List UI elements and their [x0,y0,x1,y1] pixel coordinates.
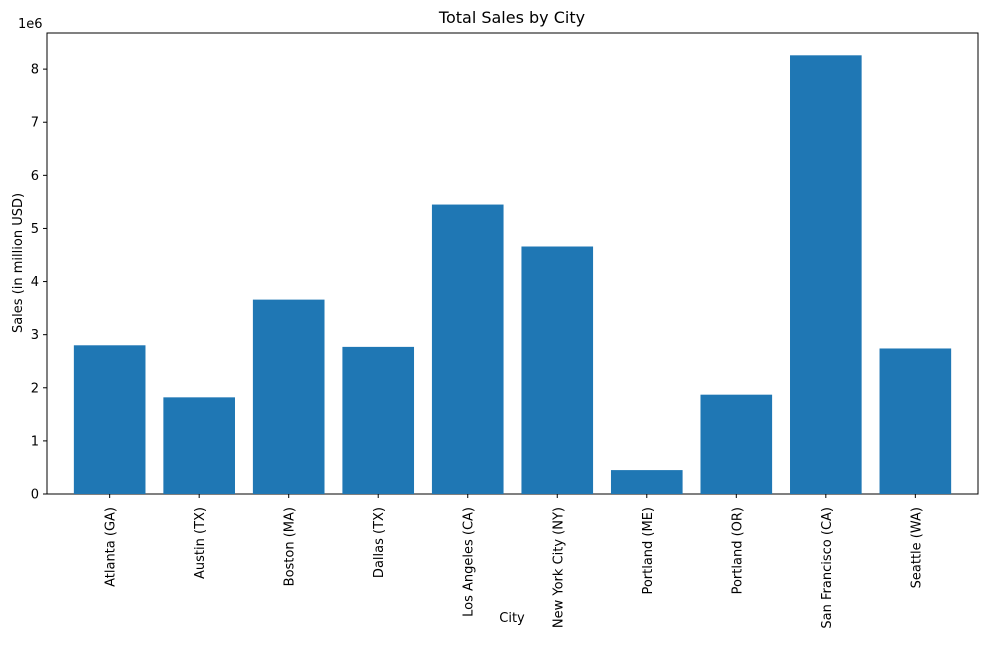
x-tick-label: San Francisco (CA) [820,507,835,629]
x-tick-label: Portland (OR) [730,507,745,594]
y-tick-label: 5 [31,222,39,237]
bar-new-york-city-ny [521,246,594,494]
bar-austin-tx [163,397,235,494]
x-tick-label: Seattle (WA) [909,507,924,588]
x-tick-label: Boston (MA) [283,507,298,586]
bar-boston-ma [252,299,325,494]
bar-atlanta-ga [73,345,146,494]
x-tick-label: Atlanta (GA) [104,507,119,587]
y-axis-offset-label: 1e6 [18,17,43,32]
plot-area-frame [46,32,979,495]
bar-dallas-tx [342,346,415,494]
bar-portland-me [610,470,683,494]
x-tick-label: Austin (TX) [193,507,208,579]
x-tick-label: New York City (NY) [551,507,566,628]
bar-seattle-wa [879,348,952,494]
y-tick-label: 2 [31,381,39,396]
y-tick-label: 3 [31,328,39,343]
y-ticks-layer: 0 1 2 3 4 5 6 7 8 [31,63,47,503]
x-tick-label: Los Angeles (CA) [462,507,477,617]
x-ticks-layer: Atlanta (GA) Austin (TX) Boston (MA) Dallas… [104,494,924,629]
bars-layer [73,55,952,495]
x-tick-label: Portland (ME) [641,507,656,595]
chart-title: Total Sales by City [438,8,585,27]
bar-san-francisco-ca [790,55,862,495]
y-axis-label: Sales (in million USD) [11,193,26,333]
bar-los-angeles-ca [431,204,504,495]
y-tick-label: 4 [31,275,39,290]
y-tick-label: 7 [31,116,39,131]
x-axis-label: City [499,611,525,626]
y-tick-label: 8 [31,63,39,78]
bar-portland-or [700,394,773,494]
y-tick-label: 0 [31,488,39,503]
y-tick-label: 1 [31,434,39,449]
x-tick-label: Dallas (TX) [372,507,387,578]
y-tick-label: 6 [31,169,39,184]
